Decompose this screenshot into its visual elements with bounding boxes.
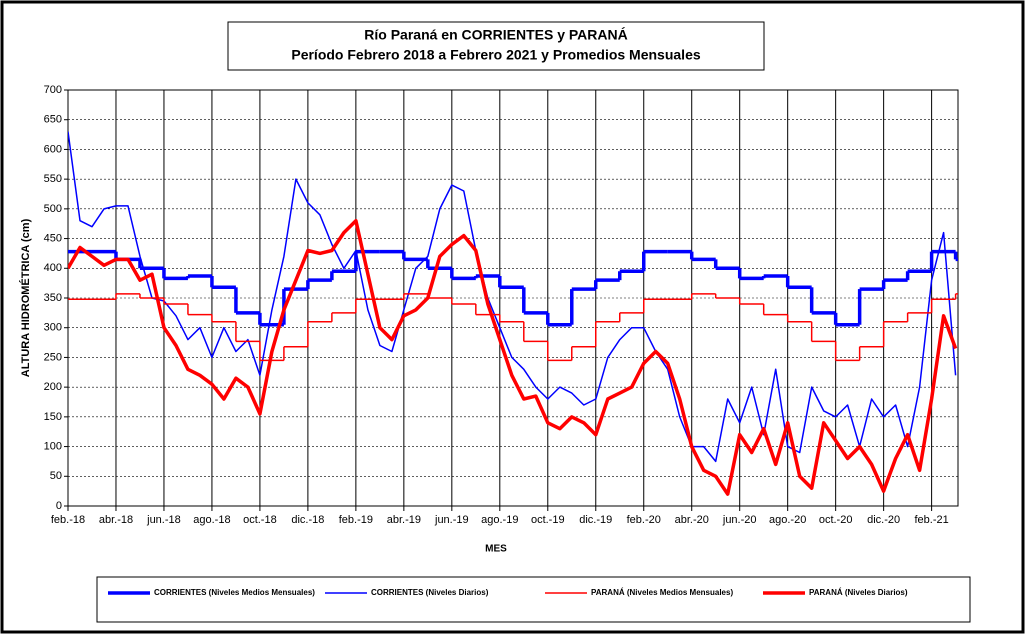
y-tick-label: 450: [44, 232, 62, 244]
x-tick-label: oct.-20: [819, 514, 853, 526]
title-box: [227, 21, 765, 71]
x-tick-label: abr.-19: [387, 514, 421, 526]
y-tick-label: 0: [56, 500, 62, 512]
x-tick-label: ago.-20: [769, 514, 806, 526]
y-tick-label: 350: [44, 292, 62, 304]
y-tick-label: 500: [44, 203, 62, 215]
y-axis-label: ALTURA HIDROMÉTRICA (cm): [19, 218, 32, 377]
x-tick-label: feb.-21: [914, 514, 948, 526]
x-tick-label: dic.-19: [579, 514, 612, 526]
x-tick-label: oct.-19: [531, 514, 565, 526]
x-tick-label: dic.-20: [867, 514, 900, 526]
x-tick-label: jun.-18: [146, 514, 181, 526]
y-tick-label: 550: [44, 173, 62, 185]
x-tick-label: dic.-18: [291, 514, 324, 526]
legend-label: CORRIENTES (Niveles Medios Mensuales): [154, 588, 315, 597]
x-tick-label: jun.-19: [434, 514, 469, 526]
y-tick-label: 650: [44, 114, 62, 126]
x-axis-label: MES: [485, 544, 507, 555]
y-tick-label: 200: [44, 381, 62, 393]
legend-label: PARANÁ (Niveles Medios Mensuales): [591, 588, 733, 597]
x-tick-label: feb.-18: [51, 514, 85, 526]
daily-line: [68, 218, 958, 496]
y-tick-label: 150: [44, 411, 62, 423]
legend-label: CORRIENTES (Niveles Diarios): [371, 588, 489, 597]
y-tick-label: 600: [44, 143, 62, 155]
daily-line: [68, 131, 957, 463]
x-tick-label: feb.-19: [339, 514, 373, 526]
y-tick-label: 100: [44, 440, 62, 452]
x-tick-label: oct.-18: [243, 514, 277, 526]
y-tick-label: 700: [44, 84, 62, 96]
series-group: [68, 131, 958, 496]
chart-subtitle: Período Febrero 2018 a Febrero 2021 y Pr…: [291, 47, 700, 63]
y-tick-label: 250: [44, 351, 62, 363]
y-tick-label: 400: [44, 262, 62, 274]
x-tick-label: ago.-18: [193, 514, 230, 526]
x-tick-label: ago.-19: [481, 514, 518, 526]
chart-title: Río Paraná en CORRIENTES y PARANÁ: [364, 27, 627, 43]
x-tick-label: abr.-18: [99, 514, 133, 526]
y-tick-label: 50: [50, 470, 62, 482]
x-tick-label: abr.-20: [675, 514, 709, 526]
y-tick-label: 300: [44, 322, 62, 334]
legend-box: [96, 576, 971, 623]
x-tick-label: jun.-20: [722, 514, 757, 526]
x-tick-label: feb.-20: [627, 514, 661, 526]
legend-label: PARANÁ (Niveles Diarios): [809, 588, 908, 597]
